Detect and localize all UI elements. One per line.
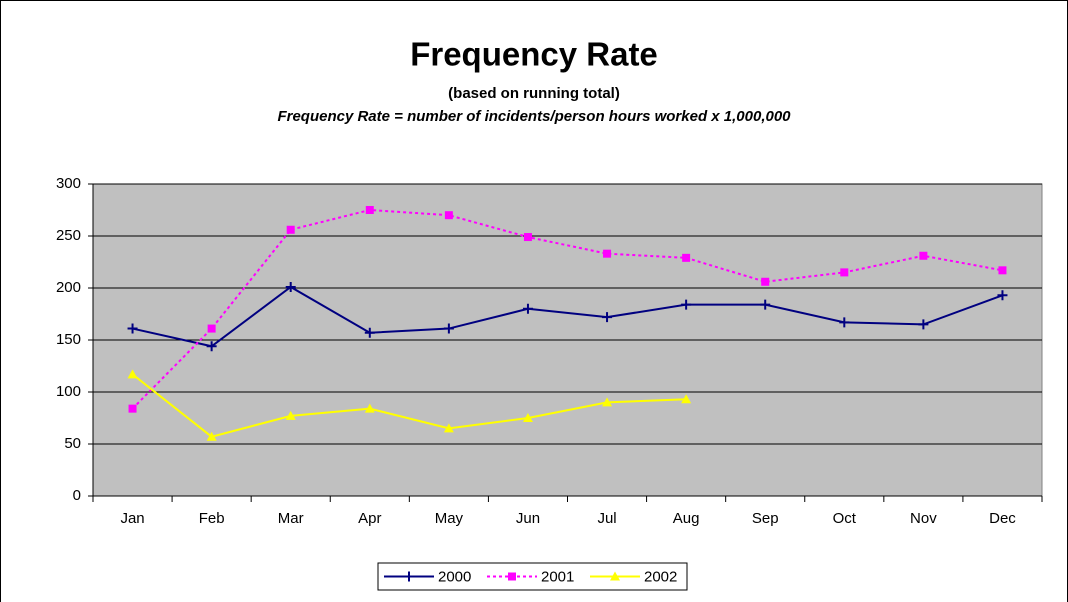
y-tick-label: 50 <box>64 435 81 452</box>
marker <box>285 281 296 292</box>
series-line <box>131 208 1003 410</box>
marker <box>918 319 929 330</box>
x-tick-label: Dec <box>989 510 1016 527</box>
marker <box>682 253 691 262</box>
x-tick-label: Mar <box>278 510 304 527</box>
marker <box>602 397 613 407</box>
marker <box>602 312 613 323</box>
marker <box>206 341 217 352</box>
marker <box>206 431 217 441</box>
x-tick-label: Oct <box>833 510 857 527</box>
marker <box>285 410 296 420</box>
x-tick-label: May <box>435 510 464 527</box>
marker <box>127 323 138 334</box>
chart-title: Frequency Rate <box>410 36 658 73</box>
marker <box>919 251 928 260</box>
y-tick-label: 200 <box>56 279 81 296</box>
chart-subtitle: (based on running total) <box>448 85 620 102</box>
marker <box>127 369 138 379</box>
x-tick-label: Nov <box>910 510 937 527</box>
legend-label: 2001 <box>541 568 574 585</box>
marker <box>840 268 849 277</box>
legend-label: 2002 <box>644 568 677 585</box>
x-tick-label: Jul <box>597 510 616 527</box>
y-tick-label: 250 <box>56 227 81 244</box>
y-tick-label: 100 <box>56 383 81 400</box>
legend-marker <box>508 572 516 581</box>
marker <box>364 327 375 338</box>
y-tick-label: 300 <box>56 175 81 192</box>
x-tick-label: Sep <box>752 510 779 527</box>
marker <box>681 299 692 310</box>
marker <box>998 266 1007 275</box>
marker <box>761 277 770 286</box>
marker <box>207 324 216 333</box>
marker <box>603 249 612 258</box>
marker <box>523 233 532 242</box>
y-tick-label: 0 <box>73 487 81 504</box>
legend-marker <box>610 571 620 581</box>
marker <box>681 394 692 404</box>
legend-label: 2000 <box>438 568 471 585</box>
marker <box>443 323 454 334</box>
marker <box>286 225 295 234</box>
marker <box>522 413 533 422</box>
marker <box>760 299 771 310</box>
marker <box>128 404 137 413</box>
marker <box>839 317 850 328</box>
marker <box>365 206 374 214</box>
marker <box>522 303 533 314</box>
legend-marker <box>404 571 414 582</box>
series-line <box>132 285 1003 348</box>
chart-annotation: Frequency Rate = number of incidents/per… <box>277 108 791 125</box>
x-tick-label: Apr <box>358 510 381 527</box>
y-tick-label: 150 <box>56 331 81 348</box>
series-line <box>131 373 687 438</box>
marker <box>443 423 454 433</box>
marker <box>444 211 453 220</box>
x-tick-label: Jun <box>516 510 540 527</box>
x-tick-label: Jan <box>120 510 144 527</box>
marker <box>364 403 375 413</box>
marker <box>997 290 1008 301</box>
x-tick-label: Feb <box>199 510 225 527</box>
x-tick-label: Aug <box>673 510 700 527</box>
